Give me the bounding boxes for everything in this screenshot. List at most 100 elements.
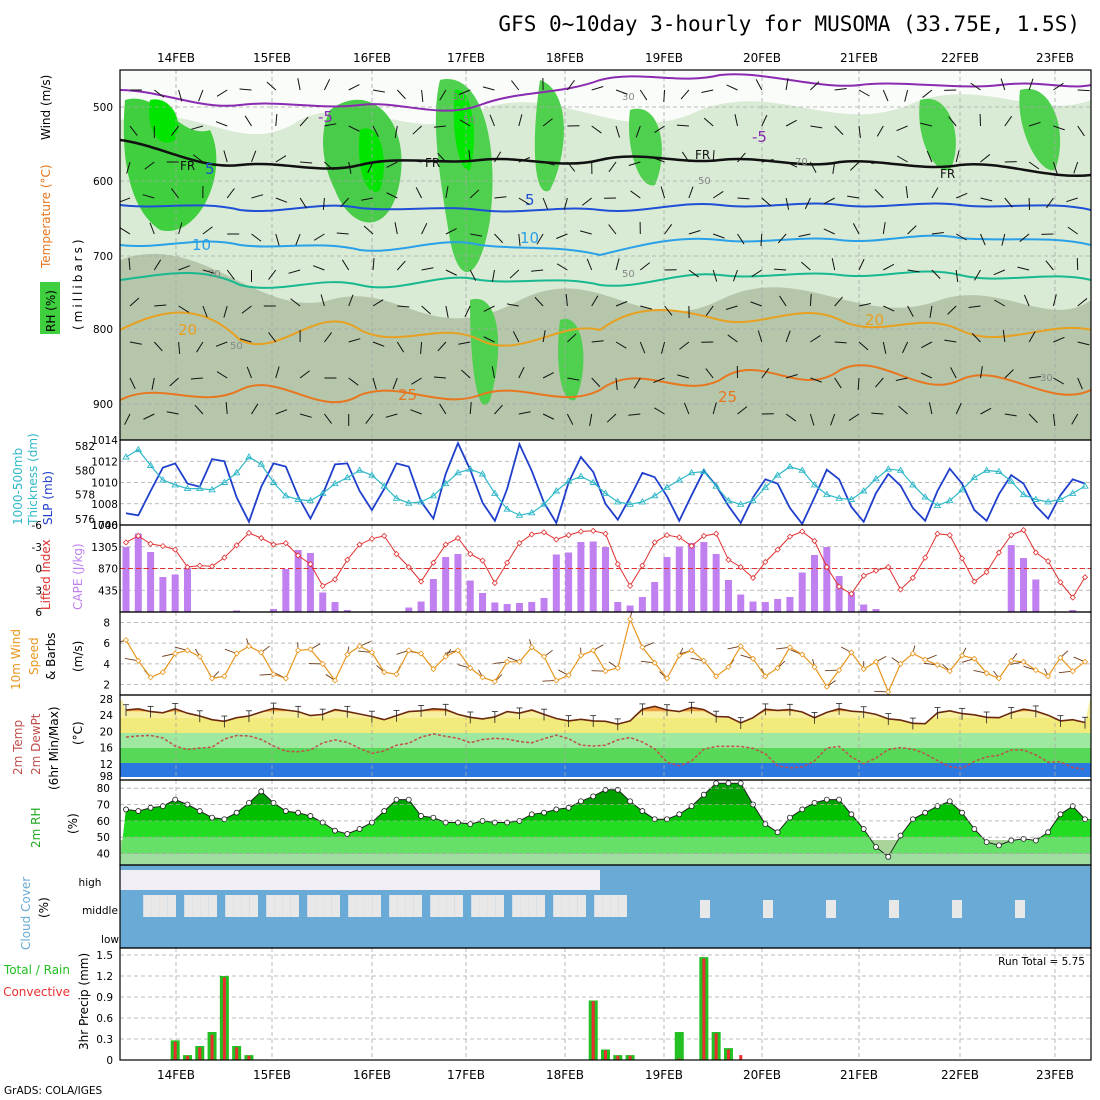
- wind-barb: [615, 377, 618, 390]
- thickness-point: [429, 491, 438, 499]
- contour-label: FR: [180, 159, 195, 173]
- wind-barb: [511, 80, 520, 91]
- axis-tick-label: 80: [97, 783, 110, 795]
- thickness-point: [945, 496, 954, 504]
- li-point: [418, 578, 425, 585]
- rh2m-point: [541, 809, 547, 816]
- wind10-point: [1081, 658, 1089, 665]
- wind-barb: [654, 407, 665, 415]
- cloud-middle-clear-cell: [569, 895, 578, 917]
- cape-bar: [1007, 545, 1015, 612]
- wind-barb: [1053, 336, 1065, 343]
- wind-barb: [834, 377, 842, 389]
- thickness-point: [835, 494, 843, 501]
- temp-band-12: [120, 763, 1091, 777]
- wind-barb: [469, 189, 480, 199]
- wind-barb: [1004, 413, 1017, 417]
- wind-barb: [421, 89, 424, 102]
- wind-barb: [494, 233, 504, 244]
- wind-barb: [415, 187, 423, 199]
- wind10-point: [381, 669, 388, 676]
- wind-barb: [144, 161, 155, 170]
- thickness-point: [872, 474, 880, 482]
- wind-barb: [372, 341, 385, 347]
- li-point: [762, 558, 769, 566]
- wind-barb: [955, 233, 967, 241]
- wind-barb: [1066, 197, 1078, 203]
- rh2m-point: [885, 853, 892, 860]
- precip-total-bar: [674, 1032, 684, 1060]
- axis-tick-label: 70: [97, 800, 110, 812]
- wind-barb: [251, 403, 259, 415]
- wind-barb: [896, 155, 908, 163]
- rh-moist-cell-5: [629, 108, 662, 186]
- cape-bar: [294, 550, 302, 612]
- wind-barb: [801, 261, 811, 271]
- axis-tick-label: 12: [100, 759, 113, 771]
- contour-label: -5: [752, 128, 767, 146]
- wind-barb: [639, 341, 646, 354]
- wind-barb: [993, 269, 1005, 276]
- wind-barb: [1053, 82, 1064, 91]
- date-label-top: 19FEB: [645, 51, 683, 65]
- wind-barb: [703, 117, 714, 127]
- rh2m-point: [873, 844, 879, 850]
- wind-barb: [275, 233, 280, 246]
- li-point: [737, 563, 744, 571]
- cape-bar: [675, 546, 683, 612]
- wind10-point: [848, 649, 855, 656]
- li-point: [528, 531, 535, 538]
- thickness-point: [859, 487, 868, 494]
- wind-barb: [615, 89, 628, 95]
- cape-bar: [319, 592, 327, 612]
- axis-tick-label: 1012: [91, 456, 118, 468]
- wind-barb: [968, 305, 981, 308]
- wind10-barbs-label: & Barbs: [44, 632, 58, 680]
- thickness-point: [724, 496, 733, 504]
- cloud-middle-clear-cell: [192, 895, 201, 917]
- cape-label: CAPE (J/kg): [71, 543, 85, 610]
- rh2m-point: [762, 821, 769, 828]
- pressure-tick-label: 600: [93, 176, 113, 188]
- upper-label-millibars: (millibars): [71, 236, 85, 330]
- contour-label: 70: [208, 269, 221, 280]
- wind-barb: [239, 88, 252, 91]
- cape-bar: [774, 599, 782, 612]
- precip-conv-label: Convective: [3, 985, 70, 999]
- precip-conv-bar: [604, 1050, 607, 1060]
- li-point: [381, 532, 388, 539]
- wind-barb: [809, 161, 817, 173]
- date-label-bottom: 14FEB: [157, 1068, 195, 1082]
- axis-tick-label: 40: [97, 849, 110, 861]
- wind-barb: [129, 125, 138, 136]
- axis-tick-label: 0.9: [96, 992, 113, 1004]
- li-point: [1081, 574, 1089, 581]
- wind-barb: [324, 413, 333, 424]
- thickness-point: [257, 460, 266, 467]
- thickness-point: [540, 500, 548, 507]
- wind-barb: [1017, 266, 1030, 271]
- cape-bar: [282, 569, 290, 612]
- cloud-middle-clear-cell: [307, 895, 316, 917]
- wind10-point: [307, 646, 314, 653]
- wind-barb: [591, 125, 602, 134]
- rh2m-label: 2m RH: [29, 808, 43, 849]
- wind10-point: [676, 652, 683, 659]
- wind-barb: [202, 305, 208, 318]
- wind-barb: [275, 409, 288, 415]
- wind-barb: [1028, 121, 1041, 127]
- cloud-middle-clear-cell: [208, 895, 217, 917]
- thickness-point: [195, 484, 204, 492]
- wind-barb: [705, 305, 714, 317]
- wind-barb: [518, 233, 521, 246]
- wind-barb: [536, 233, 544, 245]
- wind-barb: [712, 402, 717, 415]
- cape-bar: [712, 554, 720, 612]
- rh2m-point: [1008, 837, 1015, 844]
- wind-barb: [410, 409, 422, 415]
- wind10-point: [983, 670, 990, 677]
- wind10-point: [233, 650, 240, 657]
- thickness-point: [134, 445, 143, 453]
- wind-barb: [832, 161, 836, 174]
- wind-barb: [1052, 413, 1056, 426]
